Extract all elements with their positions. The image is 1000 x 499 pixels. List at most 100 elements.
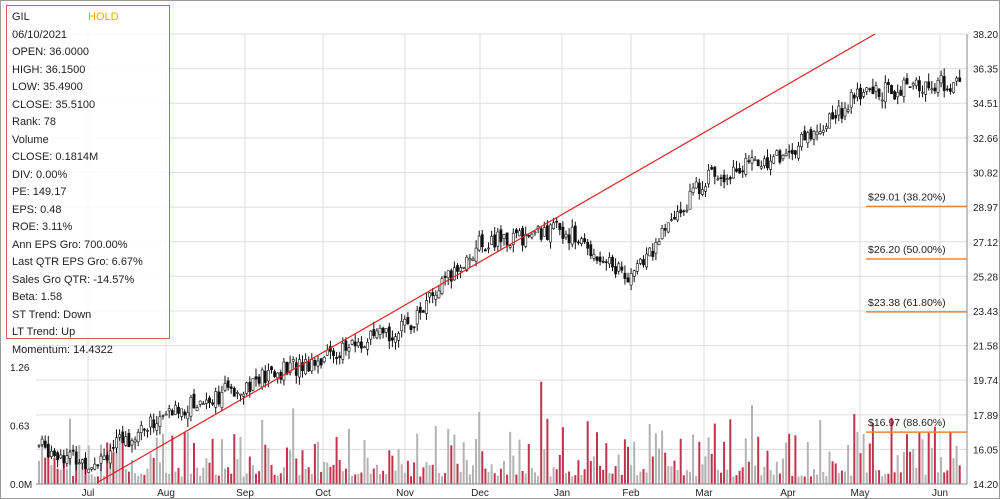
volume-bar [115, 451, 118, 484]
volume-bar [809, 476, 812, 484]
volume-bar [707, 437, 710, 484]
volume-bar [747, 461, 750, 484]
volume-bar [230, 473, 233, 484]
candle-body [886, 82, 890, 85]
volume-bar [261, 419, 264, 484]
candle-body [800, 134, 804, 148]
candle-body [741, 170, 745, 173]
candle-body [480, 234, 484, 248]
volume-bar [704, 456, 707, 484]
volume-bar [134, 473, 137, 484]
candle-body [276, 372, 280, 379]
volume-bar [103, 475, 106, 484]
candle-body [229, 386, 233, 389]
candle-body [908, 86, 912, 88]
volume-bar [236, 459, 239, 484]
volume-bar [651, 456, 654, 484]
volume-bar [906, 434, 908, 484]
volume-bar [955, 445, 958, 484]
candle-body [921, 91, 924, 94]
candle-body [936, 79, 940, 93]
candle-body [629, 273, 633, 286]
volume-bar [744, 438, 747, 484]
info-row: OPEN: 36.0000 [12, 46, 90, 58]
volume-bar [369, 473, 372, 484]
volume-bar [580, 475, 583, 484]
fib-level-label: $26.20 (50.00%) [868, 244, 946, 256]
volume-bar [803, 476, 806, 484]
volume-bar [608, 473, 611, 484]
month-tick-label: Jan [554, 488, 570, 499]
volume-bar [245, 473, 248, 484]
volume-bar [537, 475, 540, 484]
volume-bar [434, 426, 437, 484]
volume-bar [729, 419, 732, 484]
volume-bar [388, 450, 391, 484]
volume-bar [165, 472, 168, 484]
volume-bar [831, 461, 834, 484]
candle-body [880, 99, 884, 102]
candle-body [725, 178, 729, 180]
candle-body [170, 410, 174, 416]
volume-bar [50, 464, 53, 484]
volume-bar [534, 472, 536, 484]
volume-tick-label: 0.63 [10, 422, 30, 433]
candle-body [359, 341, 363, 349]
candle-body [81, 459, 84, 464]
volume-bar [927, 432, 930, 484]
candle-body [474, 247, 478, 262]
candle-body [871, 86, 875, 95]
candle-body [456, 265, 459, 272]
candle-body [648, 247, 652, 257]
volume-bar [940, 457, 943, 484]
candle-body [223, 383, 227, 391]
volume-bar [930, 447, 933, 484]
candle-body [710, 167, 714, 170]
volume-bar [366, 457, 369, 484]
volume-bar [193, 443, 195, 484]
candle-body [353, 341, 357, 347]
volume-bar [530, 467, 533, 484]
candle-body [397, 333, 401, 341]
candle-body [834, 115, 838, 119]
volume-bar [329, 466, 332, 484]
volume-bar [307, 467, 310, 484]
candle-body [297, 359, 301, 378]
volume-bar [915, 467, 918, 484]
candle-body [62, 455, 66, 464]
volume-bar [140, 473, 143, 484]
price-tick-label: 28.97 [973, 203, 998, 214]
volume-bar [524, 473, 527, 484]
volume-bar [800, 475, 803, 484]
month-tick-label: Aug [157, 488, 175, 499]
price-tick-label: 34.51 [973, 99, 998, 110]
volume-bar [295, 458, 298, 484]
price-tick-label: 27.12 [973, 238, 998, 249]
candle-body [942, 76, 946, 91]
price-tick-label: 38.20 [973, 30, 998, 41]
candle-body [344, 340, 348, 351]
candle-body [437, 290, 441, 299]
volume-bar [93, 476, 96, 484]
volume-bar [881, 476, 884, 484]
signal-label: HOLD [88, 11, 119, 23]
volume-bar [162, 433, 164, 484]
volume-bar [208, 462, 211, 484]
volume-bar [422, 467, 425, 484]
candle-body [87, 468, 91, 473]
price-tick-label: 17.89 [973, 411, 998, 422]
volume-bar [670, 466, 673, 484]
candle-body [682, 210, 686, 213]
candle-body [772, 156, 776, 164]
volume-bar [899, 472, 902, 484]
month-tick-label: Dec [471, 488, 489, 499]
volume-bar [549, 476, 552, 484]
volume-bar [654, 433, 657, 484]
candle-body [483, 249, 487, 252]
volume-bar [62, 454, 65, 484]
volume-bar [689, 471, 691, 484]
candle-body [375, 330, 379, 339]
info-row: LT Trend: Up [12, 326, 76, 338]
volume-bar [757, 436, 760, 484]
candle-body [490, 236, 494, 246]
